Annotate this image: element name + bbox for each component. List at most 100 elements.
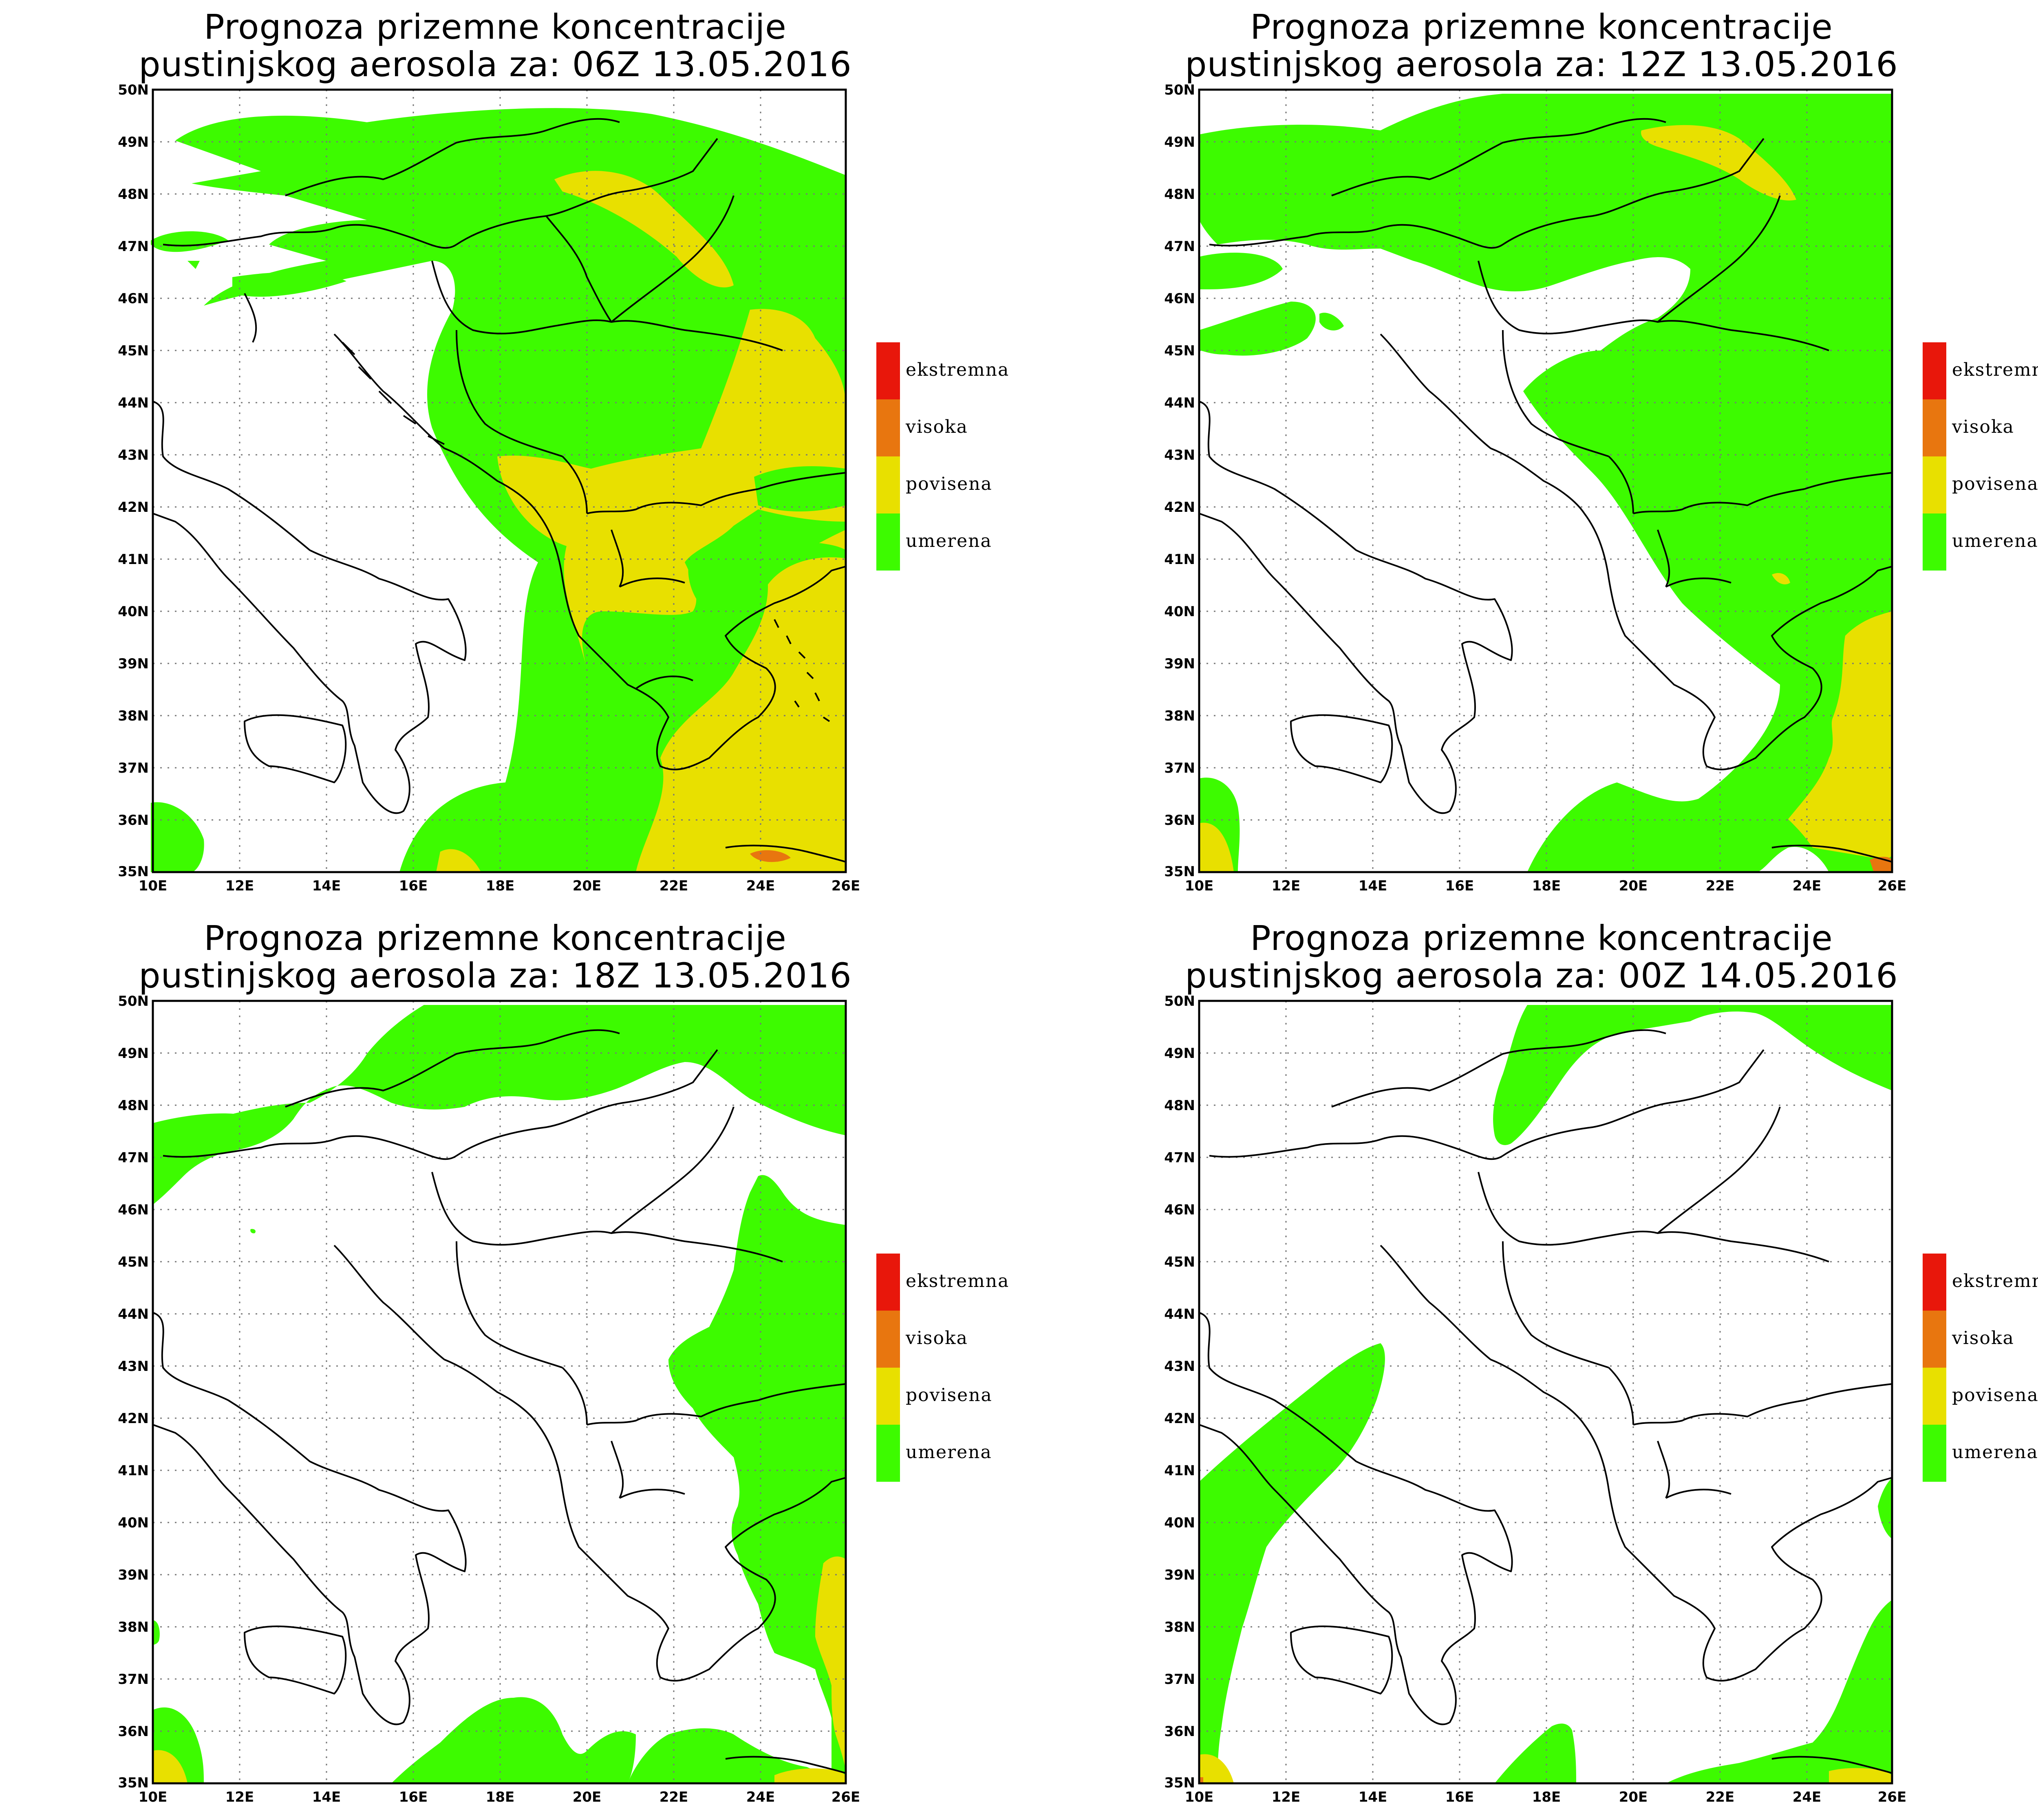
legend-swatch (1923, 1254, 1946, 1311)
grid-lines (1199, 1001, 1892, 1783)
lat-axis-labels: 50N 49N 48N 47N 46N 45N 44N 43N 42N 41N … (118, 993, 149, 1791)
legend-swatch (876, 342, 900, 399)
legend-swatch (1923, 1368, 1946, 1425)
svg-text:40N: 40N (1164, 604, 1195, 620)
svg-text:44N: 44N (1164, 1306, 1195, 1322)
legend-label: ekstremna (906, 359, 1010, 380)
svg-text:14E: 14E (312, 1789, 341, 1805)
legend: ekstremna visoka povisena umerena (876, 342, 1048, 571)
svg-text:41N: 41N (1164, 551, 1195, 568)
grid-lines (153, 1001, 846, 1783)
legend-item-umerena: umerena (876, 513, 1048, 571)
lon-axis-labels: 10E 12E 14E 16E 18E 20E 22E 24E 26E (1185, 878, 1907, 894)
aerosol-shading (151, 108, 846, 872)
svg-text:36N: 36N (118, 812, 149, 828)
svg-text:12E: 12E (1272, 878, 1301, 894)
svg-text:36N: 36N (1164, 812, 1195, 828)
svg-text:46N: 46N (1164, 1202, 1195, 1218)
svg-text:50N: 50N (1164, 993, 1195, 1009)
lat-axis-labels: 50N 49N 48N 47N 46N 45N 44N 43N 42N 41N … (1164, 993, 1195, 1791)
panel-title-line1: Prognoza prizemne koncentracije (204, 7, 787, 47)
svg-text:24E: 24E (746, 1789, 775, 1805)
svg-text:49N: 49N (1164, 1045, 1195, 1062)
svg-text:39N: 39N (118, 656, 149, 672)
svg-text:22E: 22E (659, 1789, 688, 1805)
map-plot: 50N 49N 48N 47N 46N 45N 44N 43N 42N 41N … (118, 993, 860, 1805)
legend-item-ekstremna: ekstremna (1923, 1254, 2038, 1311)
svg-text:38N: 38N (1164, 708, 1195, 724)
svg-text:43N: 43N (118, 1358, 149, 1375)
legend-item-povisena: povisena (1923, 1368, 2038, 1425)
svg-text:22E: 22E (1706, 1789, 1735, 1805)
svg-text:48N: 48N (1164, 1097, 1195, 1114)
svg-text:24E: 24E (1793, 878, 1822, 894)
legend: ekstremna visoka povisena umerena (1923, 342, 2038, 571)
svg-text:45N: 45N (118, 343, 149, 359)
map-plot: 50N 49N 48N 47N 46N 45N 44N 43N 42N 41N … (1164, 82, 1907, 894)
panel-title-line2: pustinjskog aerosola za: 06Z 13.05.2016 (139, 44, 852, 84)
grid-lines (153, 90, 846, 872)
svg-text:22E: 22E (1706, 878, 1735, 894)
aerosol-shading (153, 1005, 846, 1783)
svg-text:43N: 43N (1164, 447, 1195, 463)
svg-text:39N: 39N (1164, 656, 1195, 672)
map-frame (1198, 88, 1893, 873)
svg-text:26E: 26E (832, 878, 860, 894)
lat-axis-labels: 50N 49N 48N 47N 46N 45N 44N 43N 42N 41N … (118, 82, 149, 880)
svg-text:24E: 24E (1793, 1789, 1822, 1805)
svg-text:44N: 44N (118, 395, 149, 411)
legend-swatch (876, 513, 900, 571)
svg-text:37N: 37N (1164, 760, 1195, 776)
legend-item-umerena: umerena (1923, 1425, 2038, 1482)
svg-text:44N: 44N (118, 1306, 149, 1322)
svg-text:35N: 35N (118, 864, 149, 880)
svg-text:10E: 10E (1185, 1789, 1214, 1805)
coastlines-borders (1199, 1029, 1892, 1774)
panel-title-line1: Prognoza prizemne koncentracije (204, 918, 787, 958)
aerosol-shading (1199, 94, 1892, 872)
svg-text:35N: 35N (1164, 1775, 1195, 1791)
svg-text:37N: 37N (118, 1671, 149, 1688)
legend-swatch (876, 1368, 900, 1425)
svg-text:50N: 50N (118, 993, 149, 1009)
legend-item-ekstremna: ekstremna (876, 1254, 1048, 1311)
svg-text:37N: 37N (1164, 1671, 1195, 1688)
svg-text:36N: 36N (1164, 1723, 1195, 1740)
svg-text:45N: 45N (1164, 1254, 1195, 1270)
svg-text:49N: 49N (118, 134, 149, 150)
svg-text:46N: 46N (118, 1202, 149, 1218)
coastlines-borders (152, 1029, 846, 1774)
svg-text:42N: 42N (118, 499, 149, 516)
legend-item-visoka: visoka (876, 399, 1048, 456)
svg-text:26E: 26E (1878, 1789, 1907, 1805)
svg-text:40N: 40N (1164, 1515, 1195, 1531)
legend-swatch (876, 1254, 900, 1311)
map-panel-00z: Prognoza prizemne koncentracije pustinjs… (1046, 911, 2038, 1820)
svg-text:18E: 18E (1532, 1789, 1561, 1805)
svg-text:48N: 48N (118, 186, 149, 203)
legend-item-ekstremna: ekstremna (1923, 342, 2038, 399)
lon-axis-labels: 10E 12E 14E 16E 18E 20E 22E 24E 26E (139, 878, 860, 894)
legend-label: umerena (906, 531, 992, 551)
svg-text:48N: 48N (1164, 186, 1195, 203)
panel-title-line2: pustinjskog aerosola za: 18Z 13.05.2016 (139, 956, 852, 996)
legend-label: povisena (1952, 474, 2038, 494)
svg-text:41N: 41N (1164, 1463, 1195, 1479)
legend-item-visoka: visoka (1923, 1311, 2038, 1368)
svg-text:47N: 47N (1164, 1150, 1195, 1166)
svg-text:40N: 40N (118, 604, 149, 620)
svg-text:43N: 43N (118, 447, 149, 463)
svg-text:50N: 50N (118, 82, 149, 98)
legend-label: ekstremna (1952, 1271, 2038, 1291)
svg-text:42N: 42N (1164, 1410, 1195, 1427)
svg-text:10E: 10E (139, 1789, 168, 1805)
svg-text:22E: 22E (659, 878, 688, 894)
legend-label: povisena (906, 474, 993, 494)
svg-text:35N: 35N (118, 1775, 149, 1791)
legend-swatch (1923, 456, 1946, 513)
legend-label: ekstremna (1952, 359, 2038, 380)
legend-label: umerena (1952, 1442, 2038, 1463)
svg-text:38N: 38N (118, 708, 149, 724)
map-plot: 50N 49N 48N 47N 46N 45N 44N 43N 42N 41N … (118, 82, 860, 894)
svg-text:42N: 42N (1164, 499, 1195, 516)
